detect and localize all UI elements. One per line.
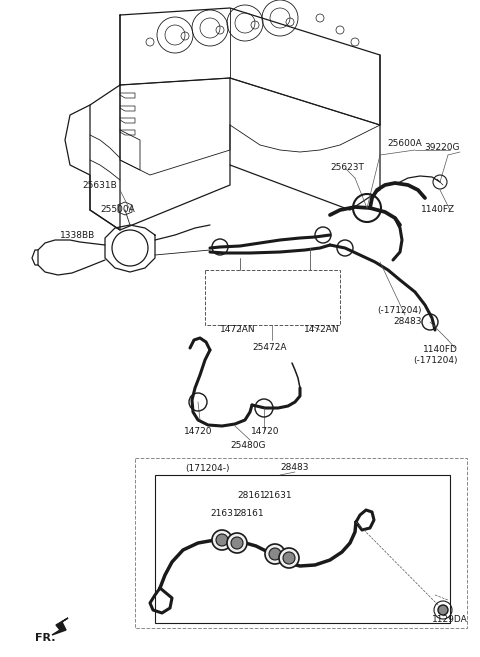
Text: 1338BB: 1338BB — [60, 231, 96, 240]
Text: 1472AN: 1472AN — [220, 325, 256, 334]
Circle shape — [438, 605, 448, 615]
Text: 39220G: 39220G — [424, 143, 460, 152]
Text: FR.: FR. — [35, 633, 56, 643]
Text: (-171204): (-171204) — [413, 355, 458, 365]
Circle shape — [279, 548, 299, 568]
Text: 28161: 28161 — [238, 491, 266, 501]
Circle shape — [212, 530, 232, 550]
Circle shape — [283, 552, 295, 564]
Circle shape — [265, 544, 285, 564]
Text: 14720: 14720 — [251, 428, 279, 436]
Bar — [155, 475, 450, 623]
Text: 25623T: 25623T — [330, 162, 364, 171]
Text: 1129DA: 1129DA — [432, 616, 468, 625]
Text: (171204-): (171204-) — [185, 463, 229, 472]
Text: 21631: 21631 — [211, 509, 240, 518]
Text: 25472A: 25472A — [253, 344, 287, 353]
Text: 25480G: 25480G — [230, 442, 266, 451]
Circle shape — [227, 533, 247, 553]
Text: 28483: 28483 — [281, 463, 309, 472]
Text: (-171204): (-171204) — [378, 306, 422, 315]
Text: 1140FZ: 1140FZ — [421, 206, 455, 214]
Text: 1140FD: 1140FD — [423, 346, 458, 355]
Text: 21631: 21631 — [264, 491, 292, 501]
Polygon shape — [52, 618, 68, 635]
Circle shape — [231, 537, 243, 549]
Circle shape — [269, 548, 281, 560]
Text: 1472AN: 1472AN — [304, 325, 340, 334]
Text: 14720: 14720 — [184, 428, 212, 436]
Text: 28161: 28161 — [236, 509, 264, 518]
Circle shape — [216, 534, 228, 546]
Text: 25500A: 25500A — [101, 206, 135, 214]
Text: 25600A: 25600A — [388, 139, 422, 148]
Bar — [135, 458, 467, 628]
Text: 28483: 28483 — [394, 317, 422, 327]
Bar — [205, 270, 340, 325]
Text: 25631B: 25631B — [83, 181, 118, 191]
